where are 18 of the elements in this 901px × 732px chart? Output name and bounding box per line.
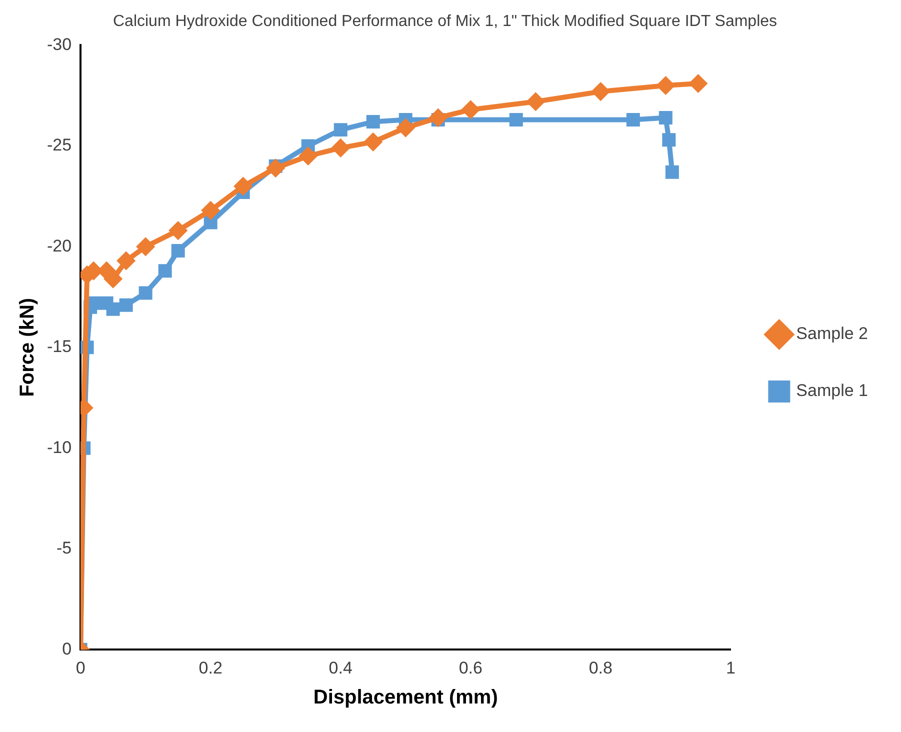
x-tick-label: 0 xyxy=(76,658,86,678)
y-tick-label: -25 xyxy=(46,136,72,155)
y-tick-label: -20 xyxy=(46,236,72,256)
x-axis-title: Displacement (mm) xyxy=(313,686,498,709)
x-tick-label: 0.4 xyxy=(328,658,352,678)
y-tick-label: -10 xyxy=(46,438,72,457)
x-tick-label: 0.8 xyxy=(588,658,612,678)
y-tick-label: -15 xyxy=(46,337,72,356)
y-tick-label: -30 xyxy=(46,34,72,54)
y-axis-title: Force (kN) xyxy=(16,298,39,397)
chart-title: Calcium Hydroxide Conditioned Performance of Mix 1, 1" Thick Modified Square IDT Samples xyxy=(112,13,778,30)
y-tick-label: 0 xyxy=(62,639,72,658)
y-tick-label: -5 xyxy=(56,538,72,558)
x-tick-label: 0.6 xyxy=(458,658,482,678)
x-tick-label: 0.2 xyxy=(198,658,222,678)
x-tick-label: 1 xyxy=(726,658,736,678)
legend-label: Sample 1 xyxy=(796,381,868,400)
legend-label: Sample 2 xyxy=(796,324,868,344)
